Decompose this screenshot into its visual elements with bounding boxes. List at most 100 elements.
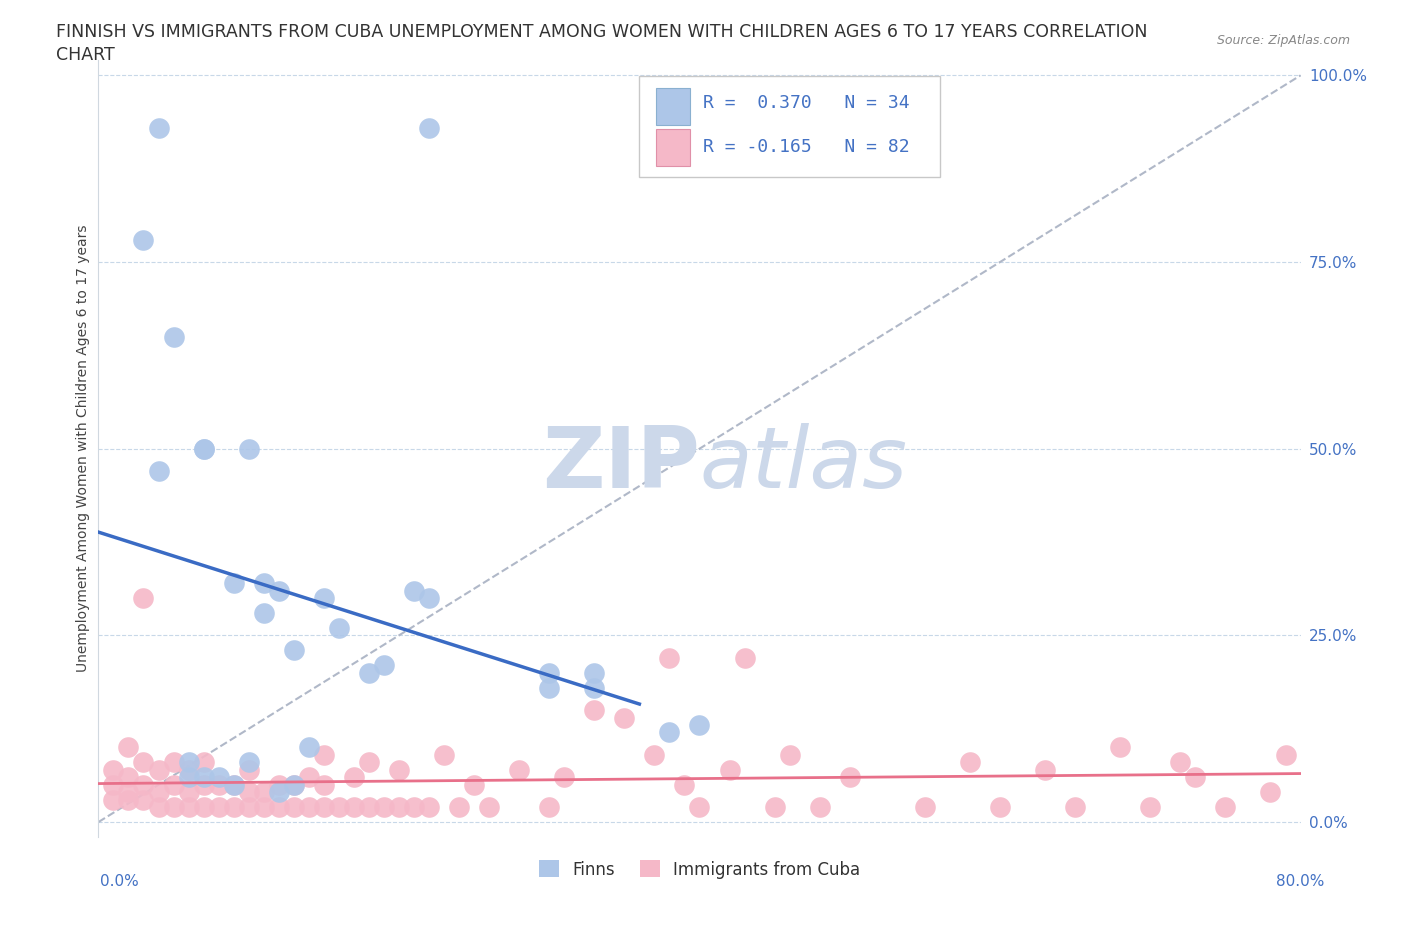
Point <box>357 755 380 770</box>
Point <box>312 800 335 815</box>
Y-axis label: Unemployment Among Women with Children Ages 6 to 17 years: Unemployment Among Women with Children A… <box>76 225 90 672</box>
Point <box>328 800 350 815</box>
Point <box>718 763 741 777</box>
Point <box>208 770 231 785</box>
Point <box>643 748 665 763</box>
Point <box>388 763 411 777</box>
Point <box>312 591 335 605</box>
Point <box>447 800 470 815</box>
Point <box>117 792 139 807</box>
Legend: Finns, Immigrants from Cuba: Finns, Immigrants from Cuba <box>530 852 869 887</box>
Point <box>418 120 440 135</box>
Point <box>177 785 200 800</box>
Point <box>1139 800 1161 815</box>
Point <box>613 711 636 725</box>
Point <box>193 442 215 457</box>
Point <box>117 770 139 785</box>
Point <box>283 777 305 792</box>
Point <box>193 755 215 770</box>
Text: FINNISH VS IMMIGRANTS FROM CUBA UNEMPLOYMENT AMONG WOMEN WITH CHILDREN AGES 6 TO: FINNISH VS IMMIGRANTS FROM CUBA UNEMPLOY… <box>56 23 1147 41</box>
Text: R = -0.165   N = 82: R = -0.165 N = 82 <box>703 138 910 155</box>
Point <box>763 800 786 815</box>
Point <box>283 643 305 658</box>
Point <box>583 665 606 680</box>
Point <box>298 800 321 815</box>
Point <box>433 748 456 763</box>
Point <box>117 785 139 800</box>
Point <box>117 740 139 755</box>
Point <box>162 800 184 815</box>
Point <box>553 770 575 785</box>
Point <box>208 777 231 792</box>
Point <box>1184 770 1206 785</box>
Point <box>508 763 530 777</box>
Point <box>148 120 170 135</box>
Point <box>1109 740 1132 755</box>
Point <box>373 658 395 672</box>
Point <box>1274 748 1296 763</box>
Point <box>418 800 440 815</box>
FancyBboxPatch shape <box>657 128 690 166</box>
Point <box>103 763 125 777</box>
Point <box>222 800 245 815</box>
Point <box>538 680 561 695</box>
Point <box>988 800 1011 815</box>
Point <box>267 785 290 800</box>
Point <box>343 800 366 815</box>
Point <box>267 777 290 792</box>
Point <box>283 777 305 792</box>
Point <box>388 800 411 815</box>
Point <box>583 703 606 718</box>
Point <box>658 725 681 740</box>
Point <box>538 665 561 680</box>
Point <box>193 800 215 815</box>
Point <box>402 583 425 598</box>
Point <box>222 777 245 792</box>
Point <box>103 792 125 807</box>
Point <box>238 800 260 815</box>
Point <box>283 800 305 815</box>
Point <box>132 591 155 605</box>
FancyBboxPatch shape <box>657 87 690 125</box>
Point <box>328 620 350 635</box>
Point <box>357 800 380 815</box>
Point <box>959 755 981 770</box>
Point <box>148 785 170 800</box>
Point <box>688 800 710 815</box>
Point <box>208 800 231 815</box>
Point <box>162 329 184 344</box>
Text: ZIP: ZIP <box>541 423 699 506</box>
Point <box>177 755 200 770</box>
Text: 80.0%: 80.0% <box>1277 874 1324 889</box>
Point <box>357 665 380 680</box>
Point <box>418 591 440 605</box>
Text: CHART: CHART <box>56 46 115 64</box>
Point <box>148 464 170 479</box>
Point <box>734 650 756 665</box>
Point <box>238 755 260 770</box>
Point <box>132 777 155 792</box>
Point <box>478 800 501 815</box>
Point <box>132 792 155 807</box>
Point <box>132 755 155 770</box>
Point <box>463 777 485 792</box>
Point <box>688 718 710 733</box>
Point <box>1033 763 1056 777</box>
Point <box>1215 800 1237 815</box>
Point <box>238 785 260 800</box>
Point <box>402 800 425 815</box>
Point <box>193 442 215 457</box>
Point <box>808 800 831 815</box>
Point <box>222 777 245 792</box>
Point <box>673 777 696 792</box>
Point <box>132 232 155 247</box>
Point <box>177 800 200 815</box>
Point <box>238 442 260 457</box>
Point <box>1064 800 1087 815</box>
Text: atlas: atlas <box>699 423 907 506</box>
Point <box>162 755 184 770</box>
Point <box>253 576 276 591</box>
FancyBboxPatch shape <box>640 76 939 177</box>
Point <box>253 785 276 800</box>
Point <box>312 777 335 792</box>
